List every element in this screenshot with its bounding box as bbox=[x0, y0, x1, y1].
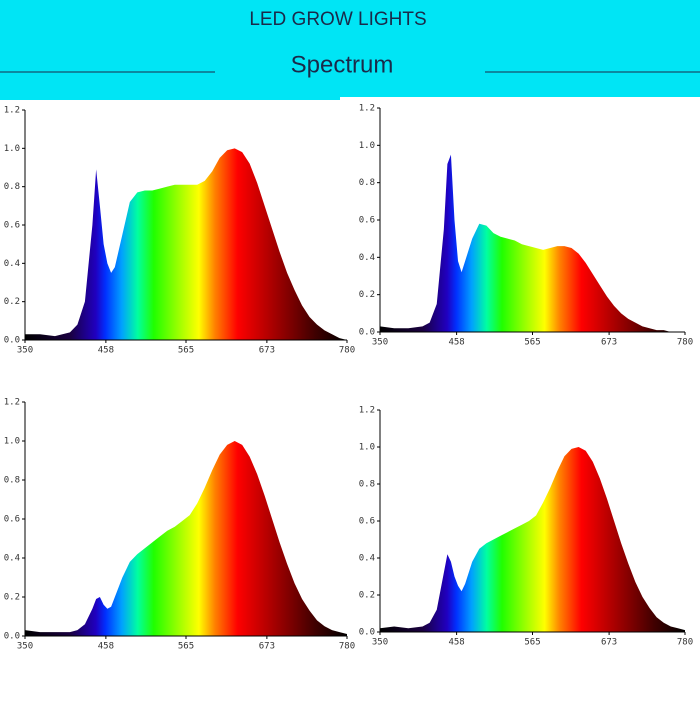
y-tick-label: 0.6 bbox=[359, 216, 375, 226]
x-tick-label: 350 bbox=[17, 346, 33, 356]
y-tick-label: 1.0 bbox=[4, 144, 20, 154]
spectrum-area bbox=[25, 441, 347, 636]
y-tick-label: 0.8 bbox=[4, 182, 20, 192]
x-tick-label: 458 bbox=[98, 346, 114, 356]
header-subtitle: Spectrum bbox=[291, 51, 394, 78]
y-tick-label: 0.0 bbox=[4, 632, 20, 642]
x-tick-label: 673 bbox=[259, 346, 275, 356]
y-tick-label: 0.2 bbox=[4, 297, 20, 307]
y-tick-label: 0.2 bbox=[359, 290, 375, 300]
x-tick-label: 673 bbox=[601, 638, 617, 648]
y-tick-label: 0.6 bbox=[4, 515, 20, 525]
x-tick-label: 565 bbox=[178, 642, 194, 652]
y-tick-label: 0.8 bbox=[359, 178, 375, 188]
header-notch bbox=[340, 97, 700, 108]
x-tick-label: 350 bbox=[17, 642, 33, 652]
y-tick-label: 1.2 bbox=[4, 398, 20, 408]
y-tick-label: 1.0 bbox=[359, 141, 375, 151]
x-tick-label: 458 bbox=[98, 642, 114, 652]
y-tick-label: 0.0 bbox=[359, 628, 375, 638]
header-band bbox=[0, 0, 700, 100]
x-tick-label: 350 bbox=[372, 638, 388, 648]
y-tick-label: 0.6 bbox=[4, 221, 20, 231]
x-tick-label: 350 bbox=[372, 338, 388, 348]
y-tick-label: 0.4 bbox=[359, 253, 375, 263]
y-tick-label: 0.0 bbox=[359, 328, 375, 338]
y-tick-label: 1.2 bbox=[359, 406, 375, 416]
y-tick-label: 0.2 bbox=[359, 591, 375, 601]
y-tick-label: 1.2 bbox=[4, 106, 20, 116]
x-tick-label: 673 bbox=[259, 642, 275, 652]
y-tick-label: 0.0 bbox=[4, 336, 20, 346]
y-tick-label: 1.0 bbox=[359, 443, 375, 453]
y-tick-label: 0.8 bbox=[4, 476, 20, 486]
y-tick-label: 0.8 bbox=[359, 480, 375, 490]
x-tick-label: 780 bbox=[339, 642, 355, 652]
y-tick-label: 1.0 bbox=[4, 437, 20, 447]
y-tick-label: 0.4 bbox=[4, 259, 20, 269]
spectrum-area bbox=[380, 447, 685, 632]
y-tick-label: 0.4 bbox=[4, 554, 20, 564]
y-tick-label: 0.2 bbox=[4, 593, 20, 603]
x-tick-label: 780 bbox=[677, 638, 693, 648]
x-tick-label: 565 bbox=[524, 338, 540, 348]
x-tick-label: 458 bbox=[448, 638, 464, 648]
header-title: LED GROW LIGHTS bbox=[249, 9, 426, 30]
x-tick-label: 673 bbox=[601, 338, 617, 348]
spectrum-area bbox=[25, 148, 347, 340]
spectrum-area bbox=[380, 154, 685, 332]
x-tick-label: 780 bbox=[339, 346, 355, 356]
y-tick-label: 0.6 bbox=[359, 517, 375, 527]
y-tick-label: 0.4 bbox=[359, 554, 375, 564]
x-tick-label: 565 bbox=[524, 638, 540, 648]
x-tick-label: 458 bbox=[448, 338, 464, 348]
x-tick-label: 780 bbox=[677, 338, 693, 348]
y-tick-label: 1.2 bbox=[359, 104, 375, 114]
x-tick-label: 565 bbox=[178, 346, 194, 356]
